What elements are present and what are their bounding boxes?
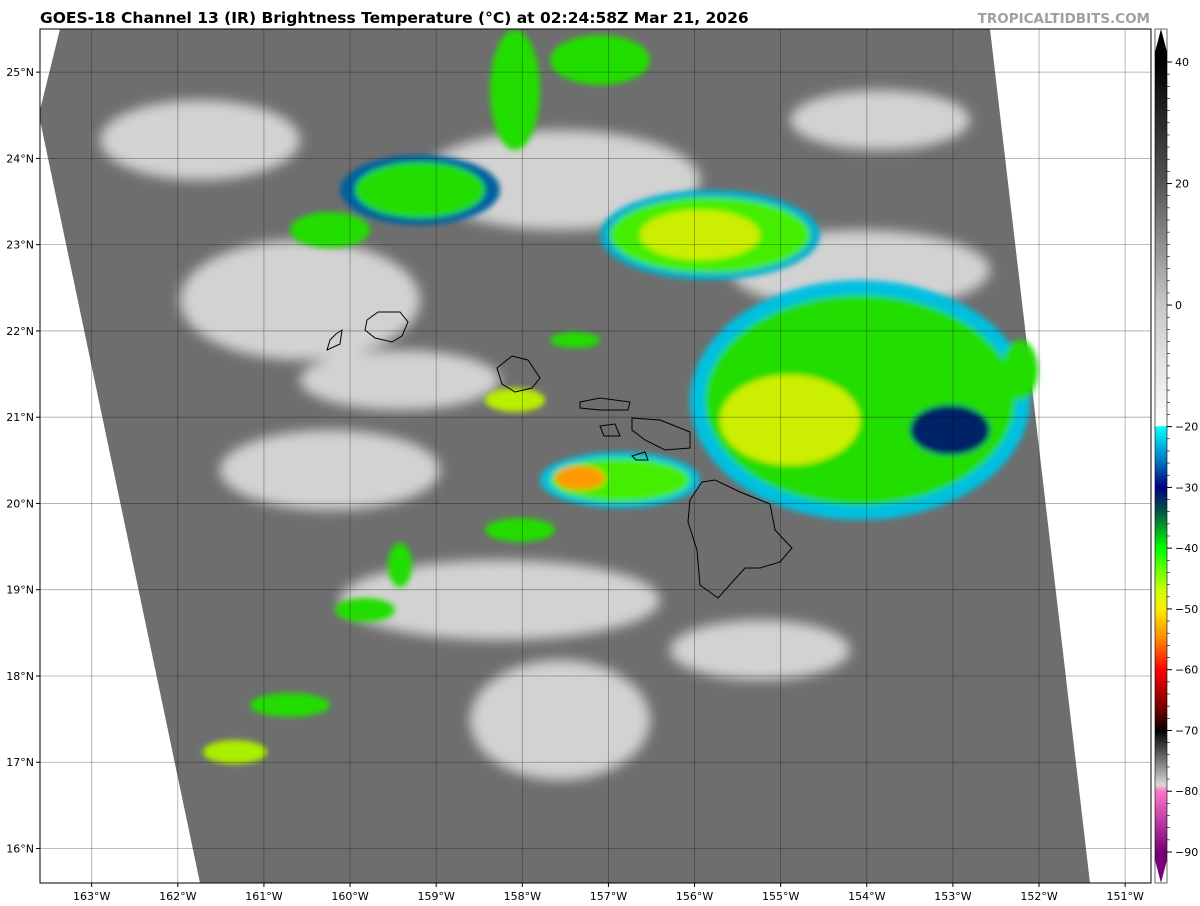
lat-tick-label: 25°N	[6, 66, 34, 79]
colorbar-tick-label: −60	[1175, 664, 1198, 677]
colorbar-tick-label: −90	[1175, 846, 1198, 859]
colorbar-tick-label: 20	[1175, 178, 1189, 191]
lon-tick-label: 158°W	[504, 890, 541, 903]
imagery	[40, 29, 1151, 883]
coastlines	[326, 311, 793, 599]
hawaii-outline	[687, 479, 793, 599]
colorbar: 40 20 0 −20 −30 −40 −50 −60 −70 −80 −90	[1154, 28, 1198, 884]
lon-tick-label: 156°W	[676, 890, 713, 903]
colorbar-max-arrow	[1155, 29, 1167, 52]
lat-tick-label: 23°N	[6, 239, 34, 252]
colorbar-tick-label: 40	[1175, 56, 1189, 69]
lon-tick-label: 159°W	[417, 890, 454, 903]
latitude-ticks: 25°N 24°N 23°N 22°N 21°N 20°N 19°N 18°N 17°N 16°N	[6, 66, 40, 855]
lat-tick-label: 17°N	[6, 756, 34, 769]
watermark: TROPICALTIDBITS.COM	[977, 11, 1150, 27]
colorbar-tick-label: −40	[1175, 542, 1198, 555]
molokai-outline	[579, 397, 631, 411]
lon-tick-label: 163°W	[73, 890, 110, 903]
cloud-field	[100, 90, 990, 780]
lat-tick-label: 16°N	[6, 842, 34, 855]
convective-clouds	[203, 30, 1038, 764]
map-title: GOES-18 Channel 13 (IR) Brightness Tempe…	[40, 9, 749, 27]
lon-tick-label: 160°W	[331, 890, 368, 903]
colorbar-tick-label: −50	[1175, 603, 1198, 616]
colorbar-gradient	[1155, 52, 1167, 860]
longitude-ticks: 163°W 162°W 161°W 160°W 159°W 158°W 157°W 156°W…	[73, 883, 1144, 903]
lon-tick-label: 157°W	[590, 890, 627, 903]
niihau-outline	[326, 328, 343, 351]
colorbar-min-arrow	[1155, 860, 1167, 883]
colorbar-outline	[1154, 28, 1168, 884]
colorbar-tick-label: −20	[1175, 421, 1198, 434]
lon-tick-label: 154°W	[848, 890, 885, 903]
lat-tick-label: 18°N	[6, 670, 34, 683]
colorbar-tick-label: −80	[1175, 785, 1198, 798]
colorbar-tick-label: −70	[1175, 724, 1198, 737]
lon-tick-label: 161°W	[245, 890, 282, 903]
lon-tick-label: 151°W	[1106, 890, 1143, 903]
lon-tick-label: 153°W	[934, 890, 971, 903]
lat-tick-label: 21°N	[6, 411, 34, 424]
map-frame	[39, 28, 1152, 884]
kahoolawe-outline	[631, 451, 649, 461]
lon-tick-label: 162°W	[159, 890, 196, 903]
oahu-outline	[496, 355, 541, 393]
graticule	[40, 29, 1151, 883]
lat-tick-label: 22°N	[6, 325, 34, 338]
lat-tick-label: 24°N	[6, 152, 34, 165]
lat-tick-label: 20°N	[6, 497, 34, 510]
lat-tick-label: 19°N	[6, 584, 34, 597]
maui-outline	[631, 417, 691, 451]
colorbar-tick-label: −30	[1175, 481, 1198, 494]
lanai-outline	[599, 423, 621, 437]
colorbar-tick-label: 0	[1175, 299, 1182, 312]
kauai-outline	[364, 311, 409, 343]
lon-tick-label: 155°W	[762, 890, 799, 903]
lon-tick-label: 152°W	[1020, 890, 1057, 903]
